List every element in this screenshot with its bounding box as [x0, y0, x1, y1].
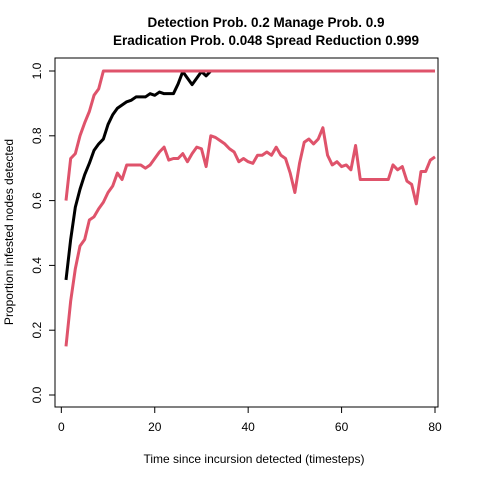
x-tick-label: 20 [148, 420, 162, 434]
y-axis: 0.0 0.2 0.4 0.6 0.8 1.0 [30, 62, 55, 403]
y-axis-label: Proportion infested nodes detected [2, 139, 16, 325]
x-tick-label: 60 [335, 420, 349, 434]
plot-area-frame [54, 57, 439, 408]
x-axis-label: Time since incursion detected (timesteps… [144, 452, 365, 466]
series-line-2 [64, 69, 435, 201]
x-tick-label: 40 [241, 420, 255, 434]
y-tick-label: 0.4 [30, 257, 44, 274]
series-layer [64, 69, 436, 347]
y-tick-label: 0.2 [30, 322, 44, 339]
x-axis: 0 20 40 60 80 [58, 407, 442, 434]
y-tick-label: 0.8 [30, 127, 44, 144]
x-tick-label: 0 [58, 420, 65, 434]
chart-title-line-2: Eradication Prob. 0.048 Spread Reduction… [113, 33, 419, 48]
y-tick-label: 0.6 [30, 192, 44, 209]
y-tick-label: 1.0 [30, 62, 44, 79]
x-tick-label: 80 [428, 420, 442, 434]
y-tick-label: 0.0 [30, 386, 44, 403]
chart-title-line-1: Detection Prob. 0.2 Manage Prob. 0.9 [147, 15, 384, 30]
series-line-3 [64, 126, 436, 347]
series-line-1 [64, 69, 212, 281]
